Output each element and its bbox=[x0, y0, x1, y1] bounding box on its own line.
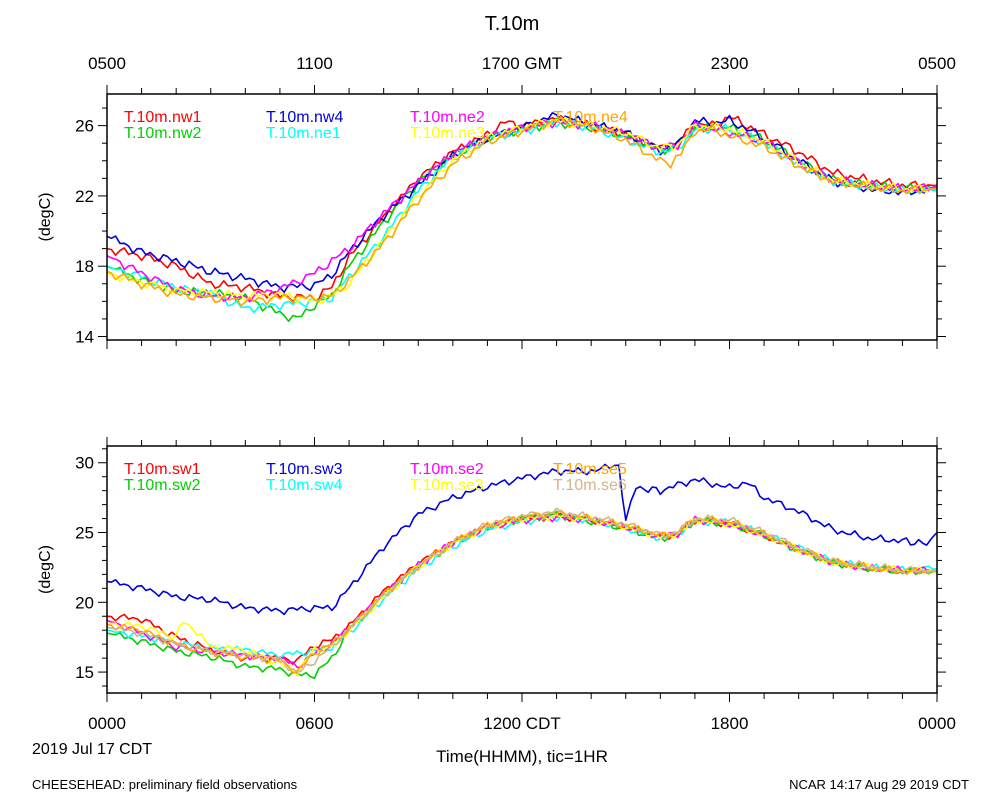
series-line-T-10m-nw2 bbox=[107, 117, 937, 323]
series-line-T-10m-sw1 bbox=[107, 512, 937, 665]
top-axis-tick-label: 1700 GMT bbox=[482, 54, 562, 73]
series-lines bbox=[107, 112, 937, 323]
footer-right: NCAR 14:17 Aug 29 2019 CDT bbox=[789, 777, 969, 792]
y-tick-label: 25 bbox=[75, 524, 94, 543]
footer-left: CHEESEHEAD: preliminary field observatio… bbox=[32, 777, 298, 792]
bottom-axis-tick-label: 0600 bbox=[296, 714, 334, 733]
date-label: 2019 Jul 17 CDT bbox=[32, 741, 152, 758]
y-tick-label: 14 bbox=[75, 327, 94, 346]
legend-entry-T-10m-sw4: T.10m.sw4 bbox=[266, 477, 343, 494]
chart-title: T.10m bbox=[485, 13, 539, 35]
series-lines bbox=[107, 463, 937, 680]
bottom-axis-tick-label: 1200 CDT bbox=[483, 714, 560, 733]
series-line-T-10m-ne4 bbox=[107, 116, 937, 307]
series-line-T-10m-sw3 bbox=[107, 463, 937, 616]
series-line-T-10m-nw1 bbox=[107, 114, 937, 303]
legend-entry-T-10m-nw1: T.10m.nw1 bbox=[124, 109, 201, 126]
legend-entry-T-10m-ne2: T.10m.ne2 bbox=[410, 109, 485, 126]
legend-entry-T-10m-sw2: T.10m.sw2 bbox=[124, 477, 201, 494]
legend-entry-T-10m-se3: T.10m.se3 bbox=[410, 477, 484, 494]
legend-entry-T-10m-sw1: T.10m.sw1 bbox=[124, 461, 201, 478]
top-axis-tick-label: 1100 bbox=[296, 54, 333, 73]
legend-entry-T-10m-se6: T.10m.se6 bbox=[553, 477, 627, 494]
bottom-axis-tick-label: 1800 bbox=[711, 714, 749, 733]
legend-entry-T-10m-nw4: T.10m.nw4 bbox=[266, 109, 343, 126]
y-tick-label: 26 bbox=[75, 117, 94, 136]
top-axis-tick-label: 0500 bbox=[918, 54, 956, 73]
x-axis-label: Time(HHMM), tic=1HR bbox=[436, 747, 608, 766]
top-axis-tick-label: 0500 bbox=[88, 54, 126, 73]
bottom-axis-labels: 0000 0600 1200 CDT 1800 0000 bbox=[88, 714, 956, 733]
series-line-T-10m-se5 bbox=[107, 509, 937, 675]
y-tick-label: 18 bbox=[75, 257, 94, 276]
legend-entry-T-10m-se2: T.10m.se2 bbox=[410, 461, 484, 478]
series-line-T-10m-sw2 bbox=[107, 510, 937, 680]
series-line-T-10m-nw4 bbox=[107, 112, 937, 293]
series-line-T-10m-se6 bbox=[107, 507, 937, 674]
legend-entry-T-10m-nw2: T.10m.nw2 bbox=[124, 125, 201, 142]
plot-frame bbox=[106, 445, 938, 694]
bottom-axis-tick-label: 0000 bbox=[918, 714, 956, 733]
y-tick-label: 15 bbox=[75, 663, 94, 682]
top-axis-tick-label: 2300 bbox=[711, 54, 749, 73]
series-line-T-10m-se2 bbox=[107, 514, 937, 669]
series-line-T-10m-ne1 bbox=[107, 119, 937, 314]
series-line-T-10m-ne2 bbox=[107, 118, 937, 303]
y-tick-label: 30 bbox=[75, 454, 94, 473]
y-axis-label: (degC) bbox=[37, 193, 54, 242]
y-axis-label: (degC) bbox=[37, 545, 54, 594]
bottom-axis-tick-label: 0000 bbox=[88, 714, 126, 733]
series-line-T-10m-ne3 bbox=[107, 116, 937, 304]
top-axis-labels: 0500 1100 1700 GMT 2300 0500 bbox=[88, 54, 956, 73]
legend-entry-T-10m-sw3: T.10m.sw3 bbox=[266, 461, 343, 478]
legend-entry-T-10m-se5: T.10m.se5 bbox=[553, 461, 627, 478]
legend-entry-T-10m-ne3: T.10m.ne3 bbox=[410, 125, 485, 142]
y-tick-label: 22 bbox=[75, 187, 94, 206]
legend-entry-T-10m-ne4: T.10m.ne4 bbox=[553, 109, 628, 126]
y-tick-label: 20 bbox=[75, 593, 94, 612]
series-line-T-10m-sw4 bbox=[107, 514, 937, 661]
legend-entry-T-10m-ne1: T.10m.ne1 bbox=[266, 125, 341, 142]
